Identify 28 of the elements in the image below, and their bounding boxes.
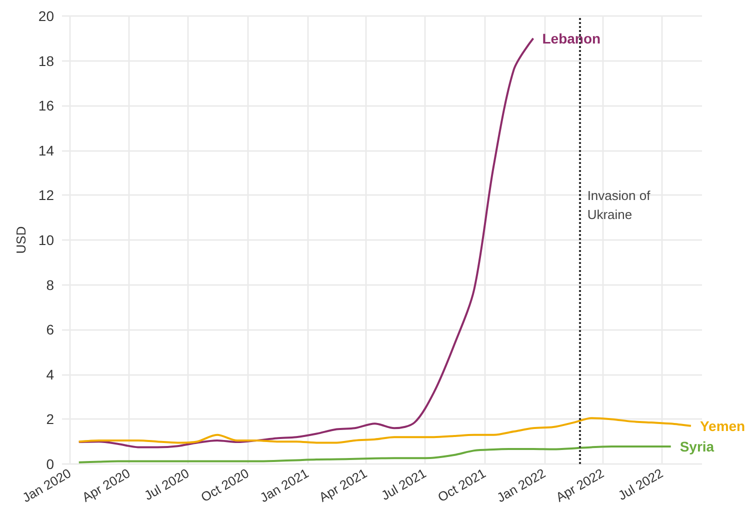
y-tick-label: 0	[46, 456, 54, 472]
series-label: Yemen	[700, 418, 746, 434]
x-tick-label: Oct 2021	[435, 466, 488, 505]
series-label: Lebanon	[542, 30, 601, 46]
x-tick-label: Apr 2020	[79, 466, 133, 505]
y-tick-label: 4	[46, 366, 54, 382]
x-tick-label: Jan 2022	[494, 466, 548, 506]
series-label: Syria	[680, 438, 714, 455]
line-series	[78, 37, 534, 448]
y-tick-label: 18	[38, 52, 54, 69]
x-tick-label: Jul 2022	[615, 466, 666, 504]
y-tick-label: 6	[46, 322, 54, 338]
x-tick-label: Jan 2021	[257, 466, 312, 506]
y-tick-label: 14	[38, 142, 54, 158]
y-axis-title: USD	[14, 226, 29, 254]
x-tick-label: Oct 2020	[198, 466, 252, 505]
line-series	[78, 446, 672, 464]
ref-line-label: Invasion of Ukraine	[587, 188, 654, 222]
y-tick-label: 12	[38, 187, 54, 204]
x-tick-label: Apr 2022	[553, 466, 606, 505]
y-tick-label: 10	[38, 232, 54, 248]
y-tick-label: 2	[46, 411, 54, 428]
y-tick-label: 20	[38, 8, 54, 24]
y-tick-label: 16	[38, 98, 54, 114]
x-tick-label: Jul 2021	[378, 466, 429, 504]
x-tick-label: Apr 2021	[316, 466, 370, 505]
x-tick-label: Jul 2020	[142, 466, 192, 504]
y-tick-label: 8	[46, 276, 54, 293]
